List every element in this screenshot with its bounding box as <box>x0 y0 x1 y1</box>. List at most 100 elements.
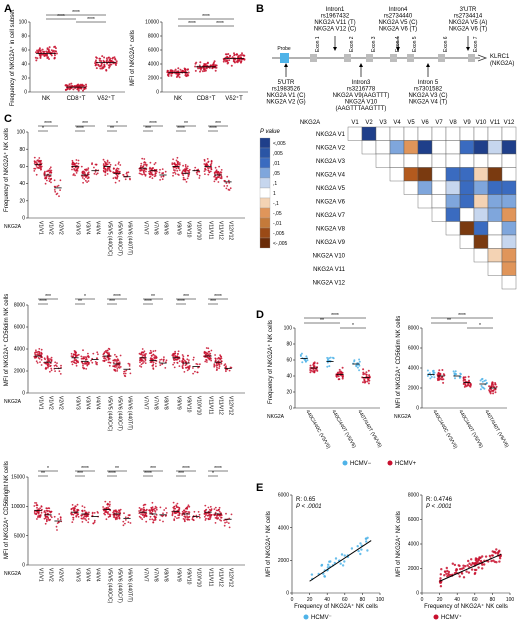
c-row1-g3-s0-sig: ** <box>151 294 155 300</box>
b-matrix-cell <box>501 194 517 209</box>
d-left-hcmvpos-1-point <box>337 375 340 378</box>
c-row2-g5-point <box>210 513 213 516</box>
c-row1-g5-s0-sig: **** <box>214 294 222 300</box>
c-row1-g2-point <box>113 365 115 368</box>
c-row2-g5-point <box>205 514 207 517</box>
c-xlabel: V6/V6 (440T/T) <box>127 568 133 603</box>
c-row1-g4-point <box>173 353 176 356</box>
a-left-2-point <box>106 59 109 61</box>
c-xlabel: V5/V5 (440C/C) <box>107 568 113 604</box>
c-row2-g3-point <box>144 513 147 516</box>
e-right-y-tick-label: 4000 <box>408 542 419 548</box>
c-row2-g1-point <box>81 509 84 512</box>
b-matrix-col: V1 <box>351 120 359 126</box>
a-left-2-point <box>108 56 110 59</box>
c-row2-g5-s0-sig: **** <box>214 466 222 472</box>
c-row1-g2-point <box>103 357 105 360</box>
d-left-y-tick-label: 100 <box>284 326 293 332</box>
d-left-hcmvpos-1-point <box>341 376 344 378</box>
c-row1-g2-point <box>115 364 118 366</box>
c-row2-g0-s0-sig: * <box>47 466 49 472</box>
c-row2-g4-point <box>177 514 180 517</box>
e-right-point <box>474 557 478 560</box>
c-row0-g5-point <box>218 165 221 168</box>
c-row1-g0-point <box>46 362 48 365</box>
e-left-fit-line <box>309 540 372 582</box>
c-row1-g2-point <box>118 365 121 367</box>
c-row0-g3-point <box>141 157 144 160</box>
c-row0-g2-point <box>125 172 128 175</box>
c-row1-g2-point <box>118 361 121 364</box>
e-right-point <box>495 548 498 551</box>
c-row2-g0-point <box>56 529 58 531</box>
c-row1-g1-point <box>96 363 98 366</box>
c-row2-g4-point <box>173 518 176 521</box>
b-matrix-row: NKG2A V7 <box>316 213 346 219</box>
b-top-annotation: NKG2A V12 (C) <box>314 27 356 33</box>
c-row1-y-tick-label: 4000 <box>14 347 25 353</box>
c-row2-g1-point <box>85 519 88 522</box>
b-matrix-cell <box>417 140 433 155</box>
b-matrix-cell <box>487 248 503 263</box>
a-left-1-point <box>65 84 68 86</box>
b-matrix-cell <box>445 221 461 236</box>
c-row2-g1-point <box>70 508 73 510</box>
c-xlabel: V5/V5 (440C/C) <box>107 221 113 257</box>
b-matrix-row: NKG2A V11 <box>313 267 346 273</box>
d-right-hcmvneg-1-point <box>454 377 456 380</box>
c-row1-g0-point <box>53 364 56 367</box>
e-right-point <box>473 562 476 565</box>
c-row1-g0-point <box>38 351 41 353</box>
c-row2-g3-point <box>154 509 156 512</box>
c-row1-g3-point <box>150 354 153 357</box>
c-row1-g1-s1-sig: ** <box>78 299 82 305</box>
b-matrix-cell <box>417 180 433 195</box>
c-row0-g1-point <box>80 165 83 168</box>
b-bottom-annotation: NKG2A V9(AAGTTT) <box>333 93 390 99</box>
c-row0-g4-point <box>186 177 189 180</box>
d-right-hcmvpos-2-point <box>495 385 498 388</box>
c-row2-g5-point <box>214 511 217 514</box>
a-left-2-point <box>94 64 97 67</box>
b-legend-swatch <box>259 167 271 179</box>
e-left-y-tick-label: 6000 <box>278 493 289 499</box>
a-left-s2-sig: **** <box>72 10 80 16</box>
c-row0-g2-point <box>124 178 127 181</box>
c-xlabel: V7/V8 <box>153 568 159 582</box>
c-row1-g5-point <box>216 366 218 369</box>
c-row1-g0-point <box>40 359 43 361</box>
a-right-2-point <box>238 54 240 57</box>
a-left-2-point <box>94 62 97 65</box>
a-left-0-point <box>36 49 39 52</box>
c-row1-g3-point <box>141 351 144 354</box>
b-matrix-cell <box>487 153 503 168</box>
c-row2-g3-point <box>155 508 158 511</box>
c-xprefix: NKG2A <box>4 224 22 230</box>
b-matrix-cell <box>431 207 447 222</box>
b-matrix-cell <box>473 248 489 263</box>
c-row2-g4-point <box>176 506 178 509</box>
c-xlabel: V9/V9 <box>176 568 182 582</box>
d-right-y-tick-label: 0 <box>416 406 419 412</box>
a-left-1-point <box>76 84 79 86</box>
c-row1-g5-point <box>206 361 208 363</box>
e-right-point <box>445 566 448 570</box>
d-left-hcmvneg-1-point <box>326 356 329 359</box>
d-right-hcmvpos-0-point <box>442 378 445 381</box>
c-row2-g1-point <box>71 504 74 506</box>
c-row2-g3-point <box>140 516 142 519</box>
c-row0-g1-point <box>71 168 73 171</box>
c-row2-g2-point <box>102 506 104 508</box>
d-left-hcmvpos-0-point <box>309 369 312 371</box>
e-right-point <box>453 563 457 567</box>
c-row0-g0-point <box>36 166 39 169</box>
d-left-hcmvpos-2-point <box>365 373 368 376</box>
e-right-y-tick-label: 0 <box>416 591 419 597</box>
c-row1-g3-point <box>152 364 154 367</box>
b-matrix-col: V3 <box>379 120 387 126</box>
c-row0-g2-point <box>114 181 117 184</box>
c-row2-g1-point <box>81 505 84 507</box>
a-right-2-point <box>224 53 227 56</box>
c-row1-g0-point <box>54 370 56 372</box>
